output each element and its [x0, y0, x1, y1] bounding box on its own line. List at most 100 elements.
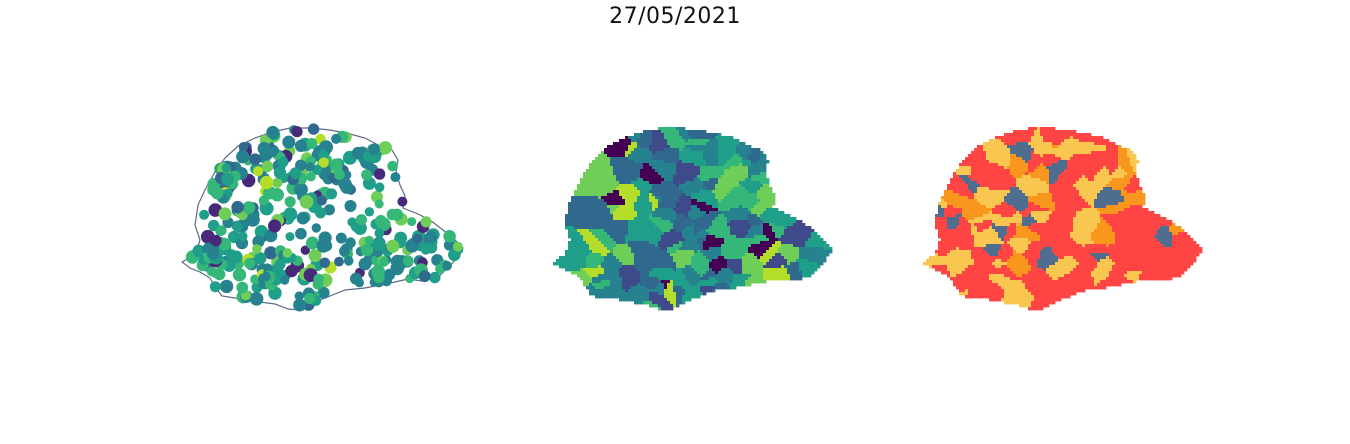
municipality-cell: [793, 244, 797, 248]
municipality-cell: [703, 130, 707, 134]
municipality-cell: [784, 232, 788, 236]
municipality-cell: [781, 220, 785, 224]
municipality-cell: [673, 199, 677, 203]
municipality-cell: [601, 187, 605, 191]
municipality-cell: [688, 157, 692, 161]
municipality-cell: [580, 214, 584, 218]
municipality-cell: [748, 238, 752, 242]
municipality-cell: [1067, 166, 1071, 170]
municipality-cell: [589, 292, 593, 296]
municipality-cell: [616, 241, 620, 245]
municipality-cell: [760, 190, 764, 194]
municipality-cell: [592, 229, 596, 233]
municipality-cell: [721, 187, 725, 191]
municipality-cell: [1007, 157, 1011, 161]
municipality-cell: [571, 217, 575, 221]
municipality-cell: [670, 130, 674, 134]
municipality-cell: [778, 262, 782, 266]
municipality-cell: [814, 265, 818, 269]
municipality-cell: [763, 244, 767, 248]
municipality-cell: [715, 154, 719, 158]
municipality-cell: [983, 172, 987, 176]
municipality-cell: [616, 166, 620, 170]
municipality-cell: [1019, 139, 1023, 143]
municipality-cell: [652, 280, 656, 284]
municipality-cell: [610, 295, 614, 299]
municipality-cell: [730, 181, 734, 185]
municipality-cell: [583, 247, 587, 251]
municipality-cell: [781, 244, 785, 248]
municipality-cell: [691, 292, 695, 296]
municipality-cell: [568, 235, 572, 239]
municipality-cell: [616, 169, 620, 173]
municipality-cell: [568, 232, 572, 236]
municipality-cell: [1058, 166, 1062, 170]
municipality-cell: [703, 178, 707, 182]
municipality-cell: [697, 238, 701, 242]
municipality-cell: [727, 286, 731, 290]
municipality-cell: [589, 271, 593, 275]
municipality-cell: [775, 256, 779, 260]
municipality-cell: [613, 217, 617, 221]
municipality-cell: [694, 184, 698, 188]
municipality-cell: [1001, 148, 1005, 152]
municipality-cell: [1118, 169, 1122, 173]
municipality-cell: [808, 244, 812, 248]
choropleth-map-parana: [553, 127, 833, 311]
municipality-cell: [679, 193, 683, 197]
city-point: [296, 159, 306, 169]
municipality-cell: [631, 250, 635, 254]
municipality-cell: [790, 277, 794, 281]
municipality-cell: [571, 223, 575, 227]
municipality-cell: [637, 265, 641, 269]
municipality-cell: [751, 214, 755, 218]
municipality-cell: [628, 295, 632, 299]
municipality-cell: [977, 169, 981, 173]
municipality-cell: [679, 226, 683, 230]
municipality-cell: [634, 193, 638, 197]
municipality-cell: [754, 271, 758, 275]
municipality-cell: [667, 232, 671, 236]
municipality-cell: [1061, 145, 1065, 149]
municipality-cell: [721, 214, 725, 218]
municipality-cell: [622, 223, 626, 227]
municipality-cell: [673, 151, 677, 155]
municipality-cell: [694, 175, 698, 179]
municipality-cell: [697, 181, 701, 185]
municipality-cell: [778, 265, 782, 269]
municipality-cell: [658, 304, 662, 308]
municipality-cell: [739, 211, 743, 215]
municipality-cell: [754, 268, 758, 272]
municipality-cell: [610, 262, 614, 266]
municipality-cell: [610, 181, 614, 185]
municipality-cell: [694, 193, 698, 197]
municipality-cell: [673, 196, 677, 200]
municipality-cell: [625, 223, 629, 227]
municipality-cell: [697, 211, 701, 215]
municipality-cell: [655, 292, 659, 296]
municipality-cell: [727, 253, 731, 257]
municipality-cell: [658, 217, 662, 221]
municipality-cell: [1085, 136, 1089, 140]
municipality-cell: [1130, 163, 1134, 167]
municipality-cell: [664, 208, 668, 212]
municipality-cell: [646, 172, 650, 176]
city-point: [261, 271, 271, 282]
municipality-cell: [595, 166, 599, 170]
municipality-cell: [694, 148, 698, 152]
municipality-cell: [724, 160, 728, 164]
municipality-cell: [640, 292, 644, 296]
municipality-cell: [796, 220, 800, 224]
municipality-cell: [769, 253, 773, 257]
municipality-cell: [709, 199, 713, 203]
municipality-cell: [778, 211, 782, 215]
municipality-cell: [769, 211, 773, 215]
municipality-cell: [715, 157, 719, 161]
municipality-cell: [694, 187, 698, 191]
municipality-cell: [583, 226, 587, 230]
municipality-cell: [625, 289, 629, 293]
municipality-cell: [667, 163, 671, 167]
municipality-cell: [652, 160, 656, 164]
municipality-cell: [592, 181, 596, 185]
municipality-cell: [712, 205, 716, 209]
